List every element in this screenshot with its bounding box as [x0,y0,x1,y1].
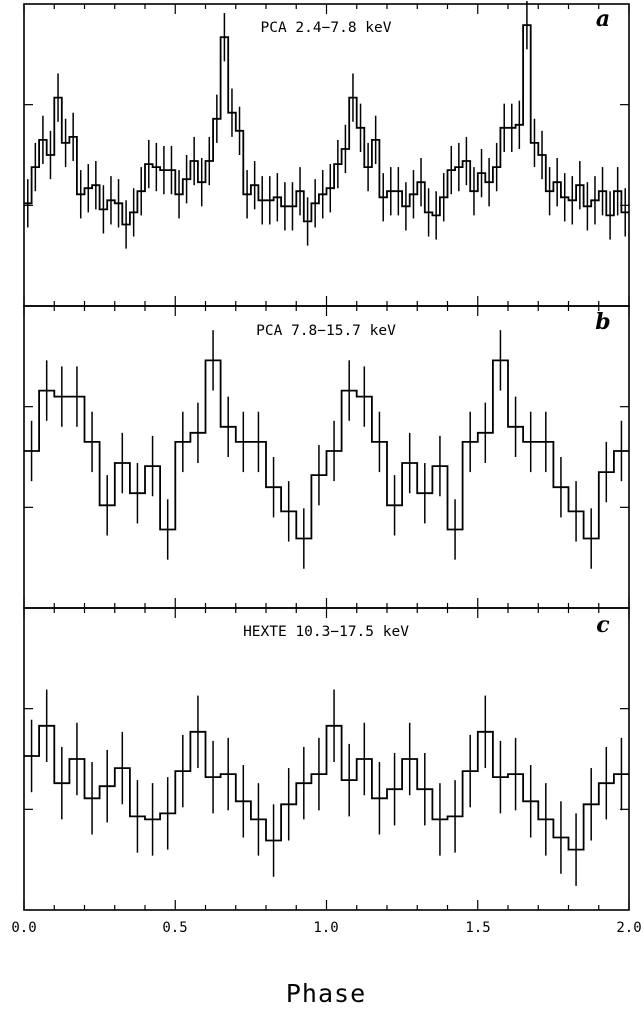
panel-c-title: HEXTE 10.3−17.5 keV [243,624,409,640]
x-tick-label: 0.5 [162,920,187,936]
panel-b: PCA 7.8−15.7 keV b [23,305,630,609]
panel-b-error-bars [30,330,623,569]
panel-b-letter: b [595,309,610,335]
x-axis-tick-labels: 0.0 0.5 1.0 1.5 2.0 [11,920,641,936]
panel-a-error-bars [27,0,626,249]
panel-c-error-bars [30,689,623,886]
panel-a-title: PCA 2.4−7.8 keV [261,20,392,36]
panel-a-histogram [24,24,629,226]
panel-a-letter: a [596,6,610,32]
x-tick-label: 1.5 [465,920,490,936]
x-tick-label: 1.0 [313,920,338,936]
x-tick-label: 2.0 [616,920,641,936]
x-tick-label: 0.0 [11,920,36,936]
panel-a: PCA 2.4−7.8 keV a [23,0,630,307]
panel-c: HEXTE 10.3−17.5 keV c [23,607,630,911]
x-axis-label: Phase [286,979,366,1008]
panel-c-histogram [24,724,629,851]
panel-b-title: PCA 7.8−15.7 keV [256,323,396,339]
panel-c-letter: c [596,612,610,638]
panel-b-histogram [24,359,629,540]
panel-b-ticks [23,306,630,608]
